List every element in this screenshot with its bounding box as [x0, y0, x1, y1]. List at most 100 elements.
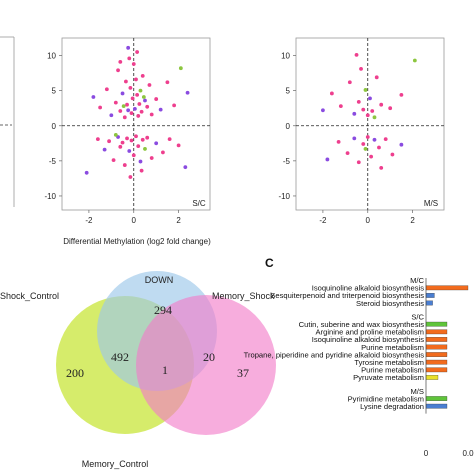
cropped-left-panel	[0, 36, 15, 207]
data-point	[139, 109, 144, 114]
data-point	[143, 147, 147, 151]
data-point	[167, 137, 172, 141]
data-point	[372, 115, 377, 120]
data-point	[145, 135, 150, 140]
data-point	[161, 150, 165, 155]
data-point	[363, 147, 368, 151]
venn-label-memory-control: Memory_Control	[82, 459, 149, 469]
data-point	[118, 144, 123, 149]
x-tick-label: -2	[319, 216, 327, 225]
data-point	[154, 97, 159, 101]
data-point	[135, 92, 140, 97]
venn-label-memory-shock: Memory_Shock	[212, 291, 275, 301]
data-point	[122, 115, 127, 120]
data-point	[118, 109, 123, 113]
data-point	[388, 106, 393, 111]
y-ticks: 10 5 0 -5 -10	[278, 52, 296, 201]
data-point	[372, 137, 377, 142]
bar	[425, 337, 448, 342]
y-tick-label: -5	[49, 157, 57, 166]
data-point	[356, 99, 361, 104]
data-point	[125, 136, 129, 141]
data-point	[124, 79, 128, 84]
data-point	[132, 107, 137, 111]
data-point	[172, 103, 177, 108]
data-point	[136, 114, 141, 118]
bar	[425, 293, 435, 298]
data-point	[399, 92, 404, 97]
data-point	[143, 98, 147, 103]
data-point	[379, 165, 384, 170]
data-point	[131, 153, 136, 158]
data-point	[338, 104, 343, 108]
data-point	[127, 56, 132, 61]
x-tick-label: 2	[410, 216, 415, 225]
data-point	[134, 77, 138, 82]
data-point	[116, 68, 120, 73]
data-point	[377, 145, 381, 150]
data-point	[154, 141, 159, 146]
data-point	[185, 90, 190, 95]
panel-corner-label: S/C	[192, 199, 206, 208]
data-point	[134, 134, 138, 139]
data-point	[365, 113, 370, 118]
data-points	[84, 45, 190, 179]
data-point	[125, 102, 129, 107]
data-point	[140, 74, 145, 78]
data-point	[165, 80, 170, 85]
x-axis-label: Differential Methylation (log2 fold chan…	[63, 237, 211, 246]
data-point	[363, 88, 368, 92]
bar	[425, 300, 433, 306]
bar	[425, 329, 448, 335]
bar-label: Lysine degradation	[360, 402, 424, 411]
venn-diagram: DOWN Shock_Control Memory_Shock Memory_C…	[0, 271, 276, 469]
data-point	[361, 142, 366, 146]
y-tick-label: -10	[278, 192, 290, 201]
data-point	[120, 140, 125, 145]
data-point	[113, 100, 118, 105]
data-point	[138, 159, 143, 164]
data-point	[145, 104, 150, 109]
data-point	[126, 108, 131, 113]
data-point	[383, 137, 388, 141]
venn-set-memory-shock	[136, 295, 276, 435]
data-point	[359, 66, 363, 71]
data-point	[399, 142, 404, 147]
data-point	[412, 58, 417, 63]
data-point	[356, 160, 361, 165]
bar-label: Isoquinoline alkaloid biosynthesis	[312, 284, 424, 293]
data-point	[390, 152, 395, 157]
data-point	[98, 105, 103, 110]
bar-group-header: S/C	[411, 312, 424, 321]
venn-region-right: 37	[237, 366, 249, 380]
bar-label: Tropane, piperidine and pyridine alkaloi…	[244, 350, 425, 359]
panel-letter-c: C	[265, 256, 274, 270]
data-points	[321, 52, 417, 170]
data-point	[370, 109, 375, 113]
y-tick-label: 10	[281, 52, 290, 61]
panel-corner-label: M/S	[424, 199, 438, 208]
data-point	[149, 112, 154, 117]
data-point	[129, 111, 134, 116]
data-point	[104, 87, 109, 92]
data-point	[84, 170, 89, 175]
bar-label: Purine metabolism	[361, 343, 424, 352]
bar	[425, 403, 448, 409]
y-tick-label: 5	[52, 87, 57, 96]
data-point	[329, 91, 334, 96]
data-point	[178, 66, 183, 71]
venn-region-right-mid: 20	[203, 350, 215, 364]
y-tick-label: 0	[52, 122, 57, 131]
scatter-panel-s-c: 10 5 0 -5 -10 -2 0 2 S/C Differential Methylat…	[44, 37, 211, 246]
bar-label: Arginine and proline metabolism	[316, 328, 424, 337]
data-point	[352, 136, 357, 141]
bar-label: Sesquiterpenoid and triterpenoid biosynt…	[270, 291, 424, 300]
venn-title: DOWN	[145, 275, 174, 285]
venn-region-center: 1	[162, 363, 168, 377]
bar	[425, 344, 448, 350]
bar	[425, 396, 448, 401]
plot-frame	[295, 37, 445, 211]
y-tick-label: 0	[286, 122, 291, 131]
x-ticks: -2 0 2	[62, 38, 210, 225]
